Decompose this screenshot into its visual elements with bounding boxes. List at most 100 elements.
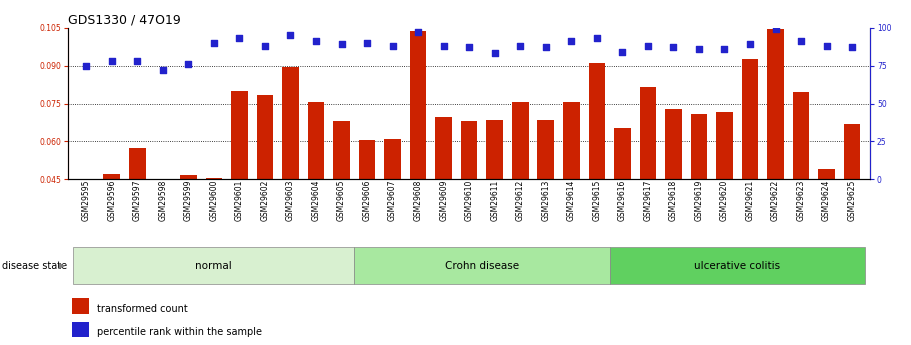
Bar	[231, 91, 248, 293]
Text: GSM29609: GSM29609	[439, 179, 448, 221]
Bar	[665, 109, 681, 293]
Text: GSM29618: GSM29618	[669, 179, 678, 221]
Point	[411, 29, 425, 35]
Point	[130, 58, 145, 64]
Bar	[384, 139, 401, 293]
Bar	[282, 67, 299, 293]
Point	[181, 61, 196, 67]
Point	[385, 43, 400, 49]
Text: GSM29611: GSM29611	[490, 179, 499, 221]
Point	[207, 40, 221, 46]
Point	[360, 40, 374, 46]
Point	[615, 49, 630, 55]
Bar	[308, 102, 324, 293]
Bar	[461, 121, 477, 293]
Text: GSM29606: GSM29606	[363, 179, 372, 221]
Text: percentile rank within the sample: percentile rank within the sample	[97, 327, 262, 337]
Text: ulcerative colitis: ulcerative colitis	[694, 261, 781, 270]
Point	[691, 46, 706, 52]
Bar	[537, 120, 554, 293]
Bar	[614, 128, 630, 293]
Text: GSM29596: GSM29596	[107, 179, 117, 221]
Text: GSM29622: GSM29622	[771, 179, 780, 221]
Bar	[609, 247, 865, 284]
Point	[258, 43, 272, 49]
Bar	[129, 148, 146, 293]
Point	[717, 46, 732, 52]
Bar	[512, 102, 528, 293]
Text: GSM29595: GSM29595	[82, 179, 91, 221]
Bar	[589, 63, 605, 293]
Bar	[257, 95, 273, 293]
Point	[232, 36, 247, 41]
Point	[462, 45, 476, 50]
Text: GSM29612: GSM29612	[516, 179, 525, 221]
Point	[538, 45, 553, 50]
Point	[283, 32, 298, 38]
Bar	[767, 29, 783, 293]
Bar	[104, 174, 120, 293]
Text: GSM29601: GSM29601	[235, 179, 244, 221]
Text: GSM29621: GSM29621	[745, 179, 754, 221]
Bar	[74, 247, 354, 284]
Text: GSM29623: GSM29623	[796, 179, 805, 221]
Text: transformed count: transformed count	[97, 304, 188, 314]
Text: GSM29604: GSM29604	[312, 179, 321, 221]
Text: GSM29613: GSM29613	[541, 179, 550, 221]
Text: GSM29600: GSM29600	[210, 179, 219, 221]
Text: GSM29615: GSM29615	[592, 179, 601, 221]
Text: ▶: ▶	[59, 261, 66, 270]
Bar	[793, 92, 809, 293]
Bar	[563, 102, 579, 293]
Point	[487, 51, 502, 56]
Text: GSM29614: GSM29614	[567, 179, 576, 221]
Text: normal: normal	[196, 261, 232, 270]
Text: GSM29605: GSM29605	[337, 179, 346, 221]
Bar	[691, 114, 707, 293]
Bar	[818, 169, 834, 293]
Text: GDS1330 / 47O19: GDS1330 / 47O19	[68, 13, 181, 27]
Point	[819, 43, 834, 49]
Bar	[155, 179, 171, 293]
Point	[742, 41, 757, 47]
Bar	[359, 140, 375, 293]
Bar	[206, 178, 222, 293]
Text: GSM29619: GSM29619	[694, 179, 703, 221]
Point	[334, 41, 349, 47]
Bar	[844, 124, 860, 293]
Bar	[180, 175, 197, 293]
Bar	[435, 117, 452, 293]
Point	[640, 43, 655, 49]
Bar	[640, 87, 656, 293]
Bar	[410, 31, 426, 293]
Text: GSM29617: GSM29617	[643, 179, 652, 221]
Bar	[78, 179, 95, 293]
Bar	[354, 247, 609, 284]
Bar	[486, 120, 503, 293]
Bar	[716, 112, 732, 293]
Text: disease state: disease state	[2, 261, 67, 270]
Text: GSM29625: GSM29625	[847, 179, 856, 221]
Point	[589, 36, 604, 41]
Text: Crohn disease: Crohn disease	[445, 261, 519, 270]
Text: GSM29607: GSM29607	[388, 179, 397, 221]
Text: GSM29602: GSM29602	[261, 179, 270, 221]
Text: GSM29608: GSM29608	[414, 179, 423, 221]
Point	[666, 45, 681, 50]
Text: GSM29599: GSM29599	[184, 179, 193, 221]
Point	[768, 26, 783, 32]
Bar	[72, 322, 89, 337]
Bar	[72, 298, 89, 314]
Bar	[742, 59, 758, 293]
Point	[79, 63, 94, 68]
Text: GSM29624: GSM29624	[822, 179, 831, 221]
Point	[844, 45, 859, 50]
Point	[105, 58, 119, 64]
Text: GSM29603: GSM29603	[286, 179, 295, 221]
Point	[513, 43, 527, 49]
Text: GSM29598: GSM29598	[159, 179, 168, 221]
Point	[436, 43, 451, 49]
Point	[309, 39, 323, 44]
Text: GSM29610: GSM29610	[465, 179, 474, 221]
Text: GSM29597: GSM29597	[133, 179, 142, 221]
